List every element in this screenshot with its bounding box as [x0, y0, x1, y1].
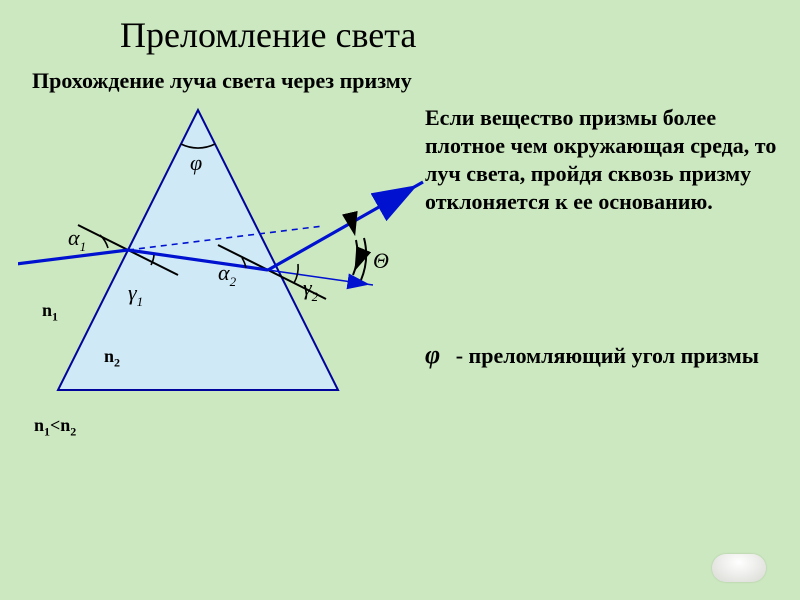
page-subtitle: Прохождение луча света через призму — [32, 68, 412, 94]
phi-text: - преломляющий угол призмы — [456, 343, 759, 368]
condition-n1-lt-n2: n1<n2 — [34, 415, 76, 440]
diagram-svg: α1γ1α2γ2φΘ — [18, 100, 428, 480]
label-n1: n1 — [42, 300, 58, 325]
phi-definition: φ - преломляющий угол призмы — [425, 340, 780, 370]
explanation-text: Если вещество призмы более плотное чем о… — [425, 104, 780, 217]
svg-text:γ2: γ2 — [303, 275, 319, 304]
svg-text:φ: φ — [190, 150, 202, 175]
page: Преломление света Прохождение луча света… — [0, 0, 800, 600]
svg-text:α1: α1 — [68, 225, 86, 254]
next-button[interactable] — [712, 554, 766, 582]
svg-text:Θ: Θ — [373, 248, 389, 273]
page-title: Преломление света — [120, 14, 416, 56]
prism-diagram: α1γ1α2γ2φΘ — [18, 100, 428, 480]
label-n2: n2 — [104, 346, 120, 371]
